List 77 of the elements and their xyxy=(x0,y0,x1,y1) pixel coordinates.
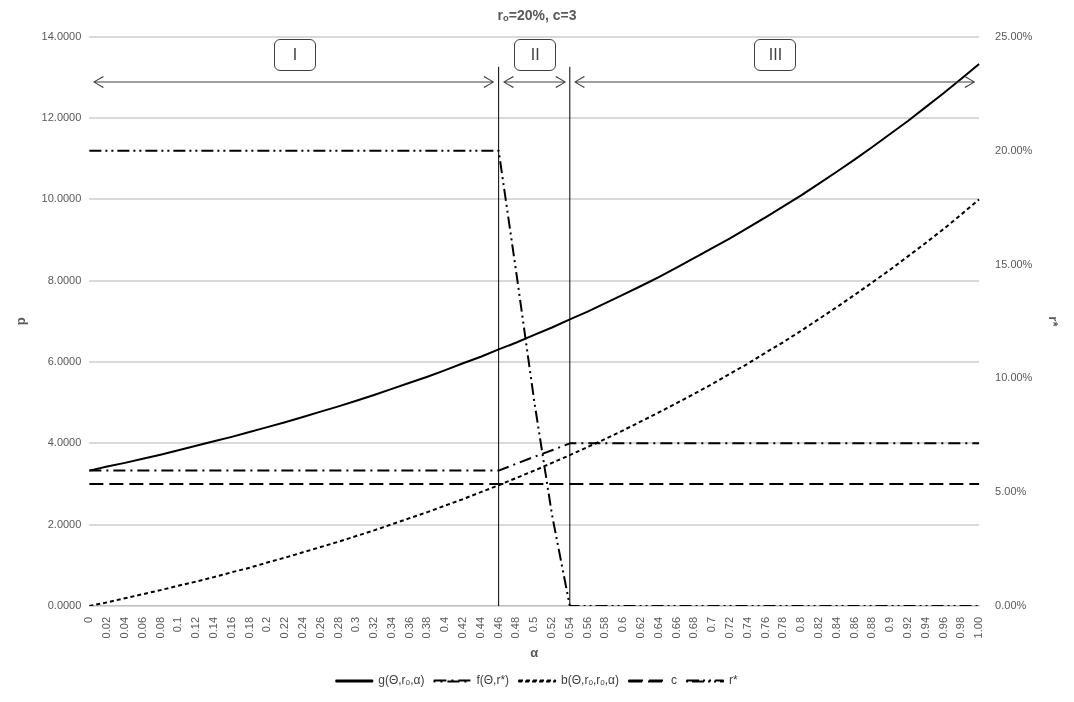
x-tick-label: 0.98 xyxy=(954,616,967,639)
y-tick-label: 14.0000 xyxy=(41,29,82,42)
x-tick-label: 0.24 xyxy=(295,616,308,639)
x-tick-label: 0.44 xyxy=(473,616,486,639)
y-axis-title: p xyxy=(13,317,29,326)
x-tick-label: 0.42 xyxy=(456,616,469,639)
x-tick-label: 0.78 xyxy=(776,616,789,639)
y2-axis-title: r* xyxy=(1045,316,1061,328)
x-tick-label: 0.88 xyxy=(865,616,878,639)
x-tick-label: 0.5 xyxy=(527,616,540,633)
legend-label: c xyxy=(671,673,678,688)
y-tick-label: 6.0000 xyxy=(47,355,82,368)
y-tick-label: 0.0000 xyxy=(47,599,82,612)
y-tick-label: 2.0000 xyxy=(47,517,82,530)
x-tick-label: 0.7 xyxy=(705,616,718,633)
y-tick-label: 4.0000 xyxy=(47,436,82,449)
x-tick-label: 0.6 xyxy=(616,616,629,633)
x-axis-title: α xyxy=(530,644,539,660)
x-tick-label: 0.94 xyxy=(918,616,931,639)
x-tick-label: 0.48 xyxy=(509,616,522,639)
x-tick-label: 0.46 xyxy=(491,616,504,639)
x-tick-label: 0.34 xyxy=(384,616,397,639)
x-tick-label: 0.18 xyxy=(242,616,255,639)
x-tick-label: 0.06 xyxy=(135,616,148,639)
x-tick-label: 0.26 xyxy=(313,616,326,639)
y2-tick-label: 5.00% xyxy=(995,485,1027,498)
x-tick-label: 0.04 xyxy=(117,616,130,639)
x-tick-label: 0.2 xyxy=(260,616,273,633)
x-tick-label: 0.3 xyxy=(349,616,362,633)
annotation: II xyxy=(514,38,557,71)
x-tick-label: 0.58 xyxy=(598,616,611,639)
y-tick-label: 12.0000 xyxy=(41,111,82,124)
x-tick-label: 0.96 xyxy=(936,616,949,639)
y2-tick-label: 0.00% xyxy=(995,599,1027,612)
chart-title: rₒ=20%, c=3 xyxy=(497,7,577,24)
x-tick-label: 0.28 xyxy=(331,616,344,639)
x-tick-label: 0.02 xyxy=(100,616,113,639)
x-tick-label: 0.32 xyxy=(367,616,380,639)
x-tick-label: 0.64 xyxy=(651,616,664,639)
y2-tick-label: 15.00% xyxy=(995,257,1033,270)
annotation: I xyxy=(274,38,316,71)
x-tick-label: 0.54 xyxy=(562,616,575,639)
y2-tick-label: 20.00% xyxy=(995,143,1033,156)
x-tick-label: 0.68 xyxy=(687,616,700,639)
annotation: III xyxy=(754,38,797,71)
y2-tick-label: 10.00% xyxy=(995,371,1033,384)
y2-tick-label: 25.00% xyxy=(995,29,1033,42)
x-tick-label: 0.16 xyxy=(224,616,237,639)
x-tick-label: 0.12 xyxy=(189,616,202,639)
x-tick-label: 0.1 xyxy=(171,616,184,633)
legend-label: r* xyxy=(729,673,739,688)
x-tick-label: 1.00 xyxy=(972,616,985,639)
x-tick-label: 0.74 xyxy=(740,616,753,639)
x-tick-label: 0.84 xyxy=(829,616,842,639)
x-tick-label: 0.08 xyxy=(153,616,166,639)
x-tick-label: 0.4 xyxy=(438,616,451,633)
x-tick-label: 0.76 xyxy=(758,616,771,639)
x-tick-label: 0.8 xyxy=(794,616,807,633)
legend-label: g(Θ,rₒ,α) xyxy=(378,673,425,688)
x-tick-label: 0.14 xyxy=(206,616,219,639)
y-tick-label: 10.0000 xyxy=(41,192,82,205)
x-tick-label: 0.86 xyxy=(847,616,860,639)
x-tick-label: 0.36 xyxy=(402,616,415,639)
x-tick-label: 0.62 xyxy=(634,616,647,639)
x-tick-label: 0 xyxy=(82,616,95,624)
legend-label: b(Θ,rₒ,rₒ,α) xyxy=(561,673,620,688)
x-tick-label: 0.9 xyxy=(883,616,896,633)
x-tick-label: 0.72 xyxy=(723,616,735,639)
x-tick-label: 0.38 xyxy=(420,616,433,639)
x-tick-label: 0.66 xyxy=(669,616,682,639)
x-tick-label: 0.92 xyxy=(900,616,913,639)
x-tick-label: 0.82 xyxy=(811,616,824,639)
legend-label: f(Θ,r*) xyxy=(476,673,510,688)
x-tick-label: 0.22 xyxy=(278,616,291,639)
x-tick-label: 0.56 xyxy=(580,616,593,639)
y-tick-label: 8.0000 xyxy=(47,273,82,286)
x-tick-label: 0.52 xyxy=(545,616,558,639)
